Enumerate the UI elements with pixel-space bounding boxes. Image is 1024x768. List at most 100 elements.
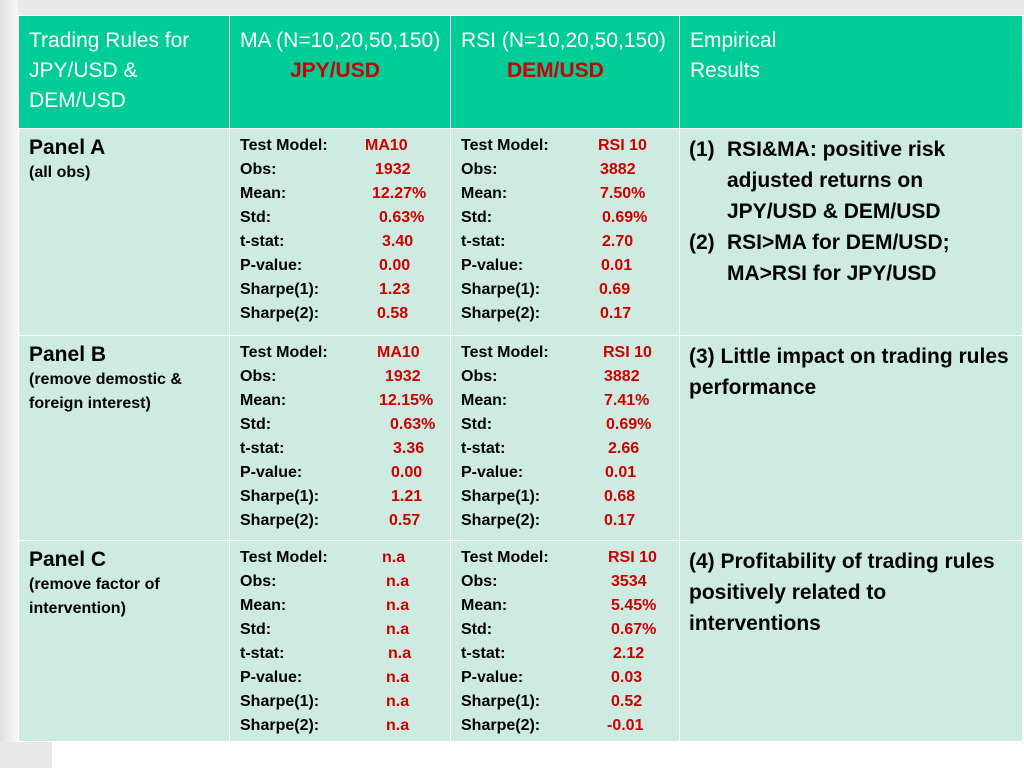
- stat-label: P-value:: [461, 669, 524, 686]
- stat-label: Std:: [240, 209, 272, 226]
- stat-label: t-stat:: [461, 440, 506, 457]
- stat-label: Sharpe(1):: [461, 281, 541, 298]
- header-rsi-currency: DEM/USD: [507, 59, 604, 82]
- header-trading-rules-text: Trading Rules for JPY/USD & DEM/USD: [29, 29, 190, 112]
- stat-label: Test Model:: [240, 549, 328, 566]
- stat-label: t-stat:: [461, 645, 506, 662]
- stat-row: P-value: 0.01: [461, 461, 679, 485]
- stat-value: 0.69%: [606, 416, 652, 433]
- stat-label: t-stat:: [240, 440, 285, 457]
- stat-label: P-value:: [461, 464, 524, 481]
- result-number: (1): [689, 138, 715, 161]
- stat-label: Sharpe(1):: [461, 693, 541, 710]
- stat-value: 0.03: [611, 669, 643, 686]
- stat-value: MA10: [377, 344, 420, 361]
- stat-value: n.a: [386, 693, 410, 710]
- stat-label: Test Model:: [461, 344, 549, 361]
- rsi-stats-cell: Test Model: RSI 10 Obs: 3882 Mean: 7.50% Std: 0…: [450, 128, 680, 336]
- panel-label-cell: Panel A (all obs): [18, 128, 230, 336]
- stat-value: 0.63%: [379, 209, 425, 226]
- panel-title: Panel A: [29, 136, 106, 159]
- stat-value: 0.52: [611, 693, 643, 710]
- stat-value: n.a: [382, 549, 406, 566]
- stat-row: Obs: n.a: [240, 570, 450, 594]
- stat-row: P-value: n.a: [240, 666, 450, 690]
- panel-subtitle: (remove demostic & foreign interest): [29, 371, 182, 412]
- panel-row: Panel B (remove demostic & foreign intere…: [18, 335, 1023, 541]
- stat-label: Mean:: [240, 392, 287, 409]
- stat-value: 0.69%: [602, 209, 648, 226]
- trading-rules-table: Trading Rules for JPY/USD & DEM/USD MA (…: [18, 15, 1023, 742]
- stat-row: Sharpe(2): 0.57: [240, 509, 450, 533]
- stat-row: Mean: n.a: [240, 594, 450, 618]
- slide-background-corner: [0, 742, 52, 768]
- stat-value: 1932: [385, 368, 421, 385]
- stat-label: t-stat:: [240, 233, 285, 250]
- stat-label: Mean:: [240, 597, 287, 614]
- ma-stats-cell: Test Model: MA10 Obs: 1932 Mean: 12.27% Std: 0.…: [229, 128, 451, 336]
- stat-row: Sharpe(2): 0.17: [461, 302, 679, 326]
- stat-row: Std: n.a: [240, 618, 450, 642]
- stat-value: MA10: [365, 137, 408, 154]
- stat-value: n.a: [386, 717, 410, 734]
- stat-row: Std: 0.63%: [240, 206, 450, 230]
- stat-label: Sharpe(2):: [240, 717, 320, 734]
- stat-label: Mean:: [461, 597, 508, 614]
- stat-row: Test Model: MA10: [240, 341, 450, 365]
- stat-value: 0.17: [604, 512, 636, 529]
- stat-label: P-value:: [240, 669, 303, 686]
- stat-row: t-stat: n.a: [240, 642, 450, 666]
- stat-row: P-value: 0.01: [461, 254, 679, 278]
- header-cell-rsi: RSI (N=10,20,50,150) DEM/USD: [450, 15, 680, 129]
- result-item: (2) RSI>MA for DEM/USD; MA>RSI for JPY/US…: [689, 227, 1016, 289]
- stat-value: n.a: [386, 669, 410, 686]
- stat-label: P-value:: [240, 257, 303, 274]
- header-cell-ma: MA (N=10,20,50,150) JPY/USD: [229, 15, 451, 129]
- stat-row: Sharpe(1): 0.52: [461, 690, 679, 714]
- stat-label: Std:: [461, 209, 493, 226]
- panel-label-cell: Panel C (remove factor of intervention): [18, 540, 230, 742]
- empirical-results-cell: (4) Profitability of trading rules posit…: [679, 540, 1023, 742]
- stat-value: n.a: [386, 573, 410, 590]
- stat-value: 7.50%: [600, 185, 646, 202]
- empirical-results-cell: (1) RSI&MA: positive risk adjusted return…: [679, 128, 1023, 336]
- stat-row: t-stat: 2.70: [461, 230, 679, 254]
- stat-label: Std:: [240, 621, 272, 638]
- stat-row: Std: 0.69%: [461, 206, 679, 230]
- stat-value: 1.21: [391, 488, 423, 505]
- stat-label: Obs:: [240, 161, 277, 178]
- stat-value: 3882: [600, 161, 636, 178]
- stat-label: Obs:: [240, 368, 277, 385]
- stat-row: Mean: 12.15%: [240, 389, 450, 413]
- stat-row: Test Model: RSI 10: [461, 546, 679, 570]
- result-item: (1) RSI&MA: positive risk adjusted return…: [689, 134, 1016, 227]
- stat-label: t-stat:: [240, 645, 285, 662]
- stat-row: Sharpe(2): 0.17: [461, 509, 679, 533]
- stat-label: Sharpe(1):: [461, 488, 541, 505]
- stat-row: t-stat: 3.40: [240, 230, 450, 254]
- stat-row: Std: 0.69%: [461, 413, 679, 437]
- stat-value: RSI 10: [608, 549, 657, 566]
- stat-row: Std: 0.63%: [240, 413, 450, 437]
- panel-row: Panel C (remove factor of intervention) Te…: [18, 540, 1023, 742]
- stat-row: Obs: 3882: [461, 158, 679, 182]
- stat-row: t-stat: 3.36: [240, 437, 450, 461]
- stat-label: t-stat:: [461, 233, 506, 250]
- panel-label-cell: Panel B (remove demostic & foreign intere…: [18, 335, 230, 541]
- stat-label: Mean:: [240, 185, 287, 202]
- stat-label: Mean:: [461, 392, 508, 409]
- stat-value: 12.27%: [372, 185, 427, 202]
- stat-label: Test Model:: [461, 137, 549, 154]
- stat-value: 3534: [611, 573, 647, 590]
- stat-value: n.a: [386, 597, 410, 614]
- stat-value: -0.01: [607, 717, 644, 734]
- result-text: (3) Little impact on trading rules perfo…: [689, 345, 1009, 399]
- stat-value: 0.00: [391, 464, 423, 481]
- header-rsi-text: RSI (N=10,20,50,150): [461, 29, 666, 52]
- stat-row: Sharpe(2): -0.01: [461, 714, 679, 738]
- result-text: RSI&MA: positive risk adjusted returns o…: [727, 138, 946, 223]
- stat-row: Mean: 5.45%: [461, 594, 679, 618]
- stat-value: n.a: [388, 645, 412, 662]
- stat-value: 2.70: [602, 233, 634, 250]
- stat-label: P-value:: [240, 464, 303, 481]
